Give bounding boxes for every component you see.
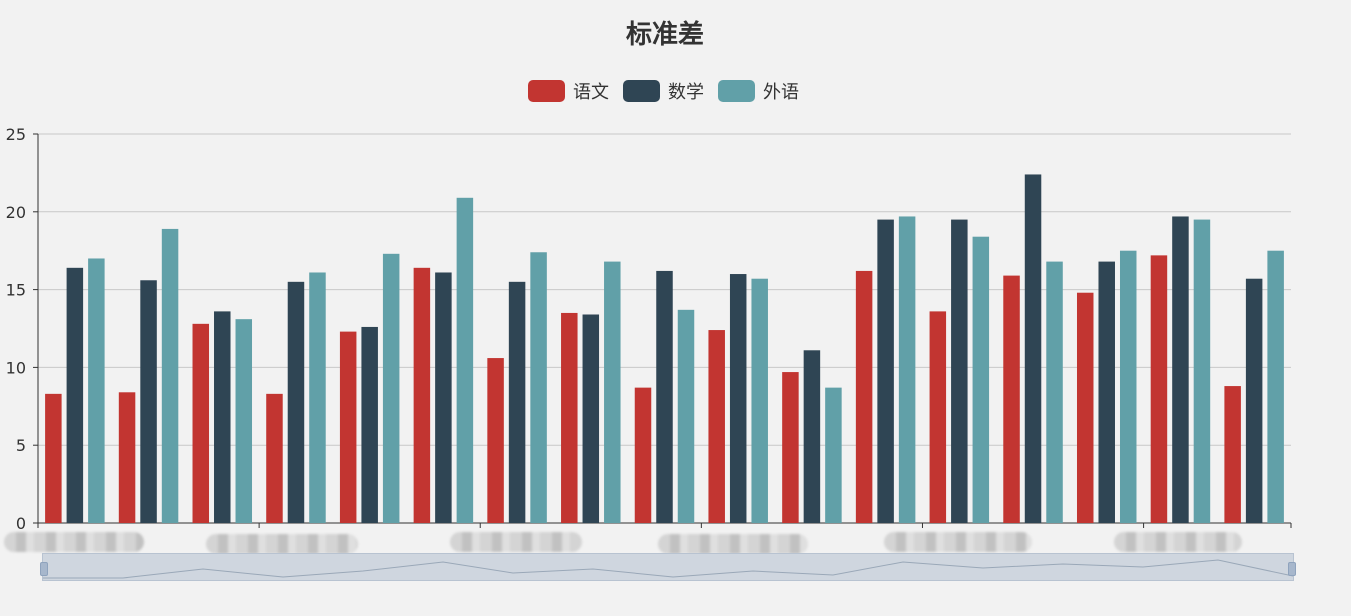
bar [413, 267, 431, 523]
legend-swatch-chinese [528, 80, 565, 102]
bar [782, 372, 799, 523]
bar [88, 258, 105, 523]
y-tick-label: 25 [6, 125, 26, 144]
data-zoom-slider[interactable] [40, 553, 1296, 581]
bar [1224, 386, 1241, 523]
bar [161, 228, 179, 523]
bar [192, 323, 210, 523]
bar [656, 270, 673, 523]
bar [1119, 250, 1137, 523]
bar [361, 326, 378, 523]
bar [708, 330, 725, 523]
bar [66, 267, 84, 523]
bar [877, 219, 894, 523]
bar [825, 387, 842, 523]
bar [339, 331, 357, 523]
y-tick-label: 15 [6, 281, 26, 300]
x-label-obscured [4, 532, 144, 552]
x-label-obscured [1114, 532, 1242, 552]
bar [677, 309, 695, 523]
bar [235, 319, 253, 523]
bar [751, 278, 768, 523]
bar [435, 272, 452, 523]
bar [1245, 278, 1263, 523]
bar [1098, 261, 1115, 523]
legend-label-chinese: 语文 [573, 82, 609, 103]
bar [1024, 174, 1042, 523]
bar [561, 312, 578, 523]
y-tick-label: 20 [6, 203, 26, 222]
bar [140, 280, 157, 523]
bar [118, 392, 136, 523]
x-label-obscured [206, 534, 358, 554]
legend-item-math[interactable]: 数学 [623, 78, 704, 104]
bar [604, 261, 621, 523]
bar [1003, 275, 1020, 523]
bar [456, 197, 474, 523]
bar [1076, 292, 1094, 523]
bar [729, 274, 747, 523]
y-tick-label: 10 [6, 358, 26, 377]
zoom-handle-left[interactable] [40, 562, 48, 576]
bar [1046, 261, 1063, 523]
bar [898, 216, 916, 523]
bar [803, 350, 821, 523]
bar [582, 314, 600, 523]
legend: 语文 数学 外语 [528, 78, 799, 104]
bar [1172, 216, 1189, 523]
bar [382, 253, 400, 523]
bar [309, 272, 326, 523]
bar [951, 219, 968, 523]
x-label-obscured [658, 534, 808, 554]
y-tick-label: 0 [16, 514, 26, 533]
bar [266, 393, 283, 523]
bar [1267, 250, 1284, 523]
legend-label-math: 数学 [668, 82, 704, 103]
bar [972, 236, 990, 524]
bar [929, 311, 947, 523]
legend-swatch-math [623, 80, 660, 102]
bar [855, 270, 873, 523]
x-label-obscured [450, 532, 582, 552]
bar [508, 281, 526, 523]
x-label-obscured [884, 532, 1032, 552]
bar [45, 393, 62, 523]
zoom-preview-line [43, 559, 1293, 579]
legend-label-english: 外语 [763, 82, 799, 103]
legend-item-chinese[interactable]: 语文 [528, 78, 609, 104]
legend-swatch-english [718, 80, 755, 102]
bar [287, 281, 305, 523]
bar [1150, 255, 1168, 524]
bar [214, 311, 231, 523]
bar [634, 387, 652, 523]
bar [487, 358, 504, 523]
bar [530, 252, 547, 524]
legend-item-english[interactable]: 外语 [718, 78, 799, 104]
bar [1193, 219, 1211, 523]
zoom-handle-right[interactable] [1288, 562, 1296, 576]
y-tick-label: 5 [16, 436, 26, 455]
chart-title: 标准差 [625, 20, 704, 50]
